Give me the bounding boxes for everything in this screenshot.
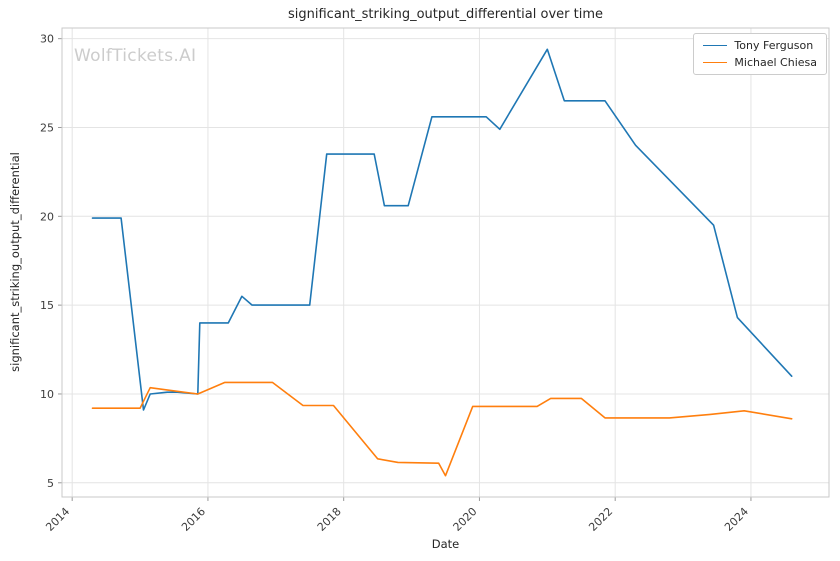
legend-line-swatch [703,45,728,46]
x-tick-label: 2016 [179,505,208,534]
series-line [91,48,793,411]
legend-label: Michael Chiesa [734,56,817,69]
y-tick-label: 25 [40,121,54,134]
y-tick-label: 15 [40,299,54,312]
y-tick-label: 10 [40,388,54,401]
legend-item: Tony Ferguson [703,39,817,52]
legend: Tony Ferguson Michael Chiesa [693,33,827,75]
legend-line-swatch [703,62,728,63]
x-tick-label: 2020 [451,505,480,534]
y-tick-label: 5 [47,477,54,490]
y-tick-label: 30 [40,33,54,46]
y-axis-label: significant_striking_output_differential [8,152,22,372]
chart-title: significant_striking_output_differential… [288,7,603,22]
x-axis-label: Date [431,537,460,551]
x-tick-label: 2014 [43,505,72,534]
watermark: WolfTickets.AI [74,46,197,66]
y-tick-label: 20 [40,210,54,223]
legend-label: Tony Ferguson [734,39,814,52]
series-line [91,381,793,477]
x-tick-label: 2022 [586,505,615,534]
x-tick-label: 2024 [722,505,751,534]
legend-item: Michael Chiesa [703,56,817,69]
x-tick-label: 2018 [315,505,344,534]
